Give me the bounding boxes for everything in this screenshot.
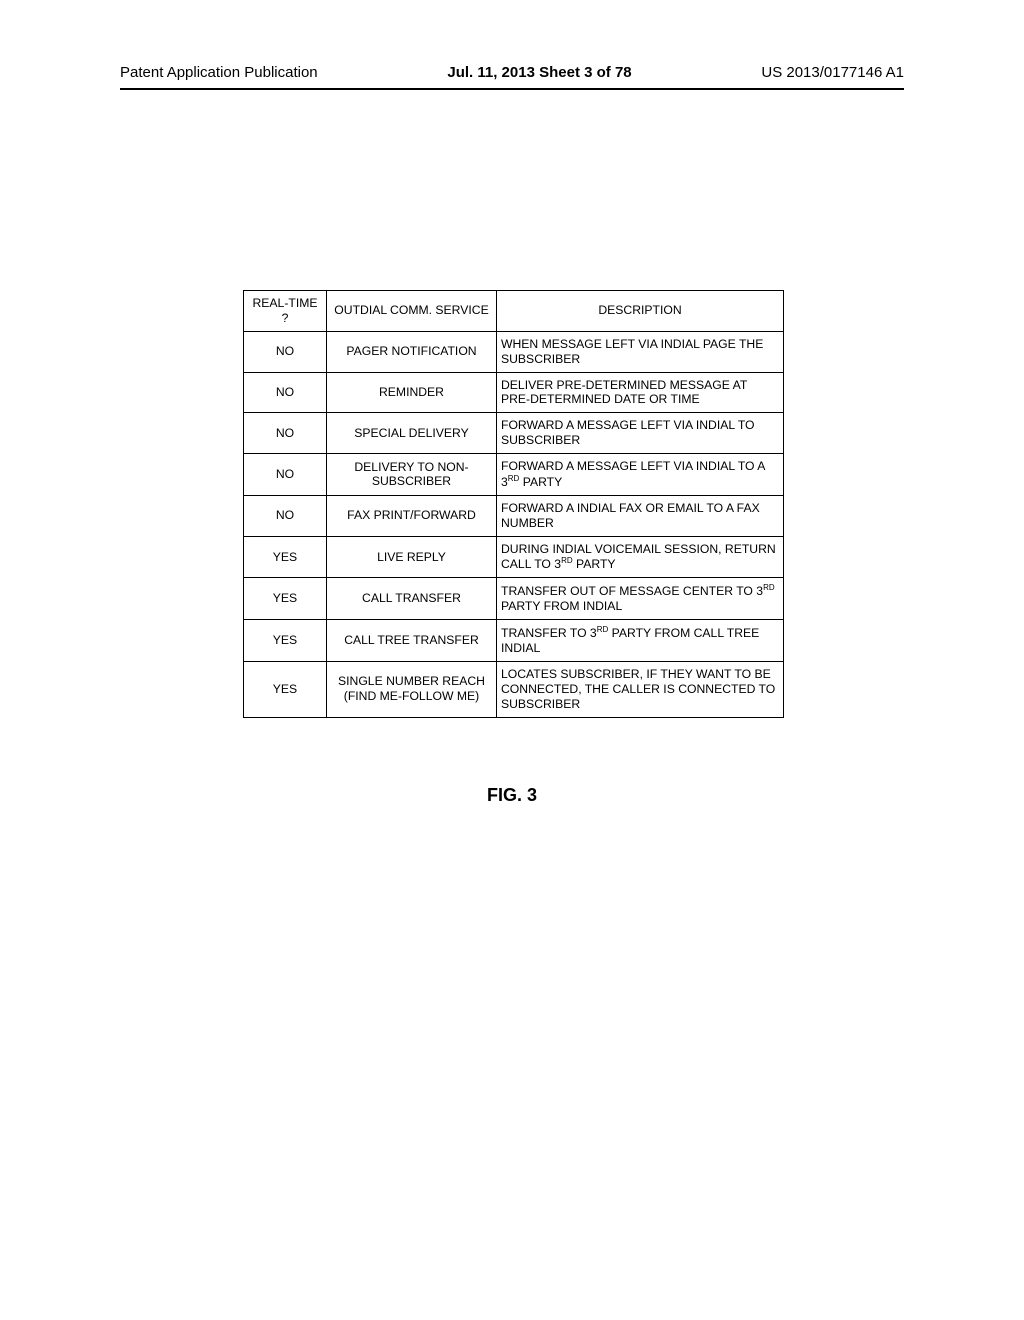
table-row: YESLIVE REPLYDURING INDIAL VOICEMAIL SES… xyxy=(244,536,784,578)
cell-description: FORWARD A MESSAGE LEFT VIA INDIAL TO A 3… xyxy=(497,454,784,496)
table-row: YESCALL TREE TRANSFERTRANSFER TO 3RD PAR… xyxy=(244,620,784,662)
table-row: NOREMINDERDELIVER PRE-DETERMINED MESSAGE… xyxy=(244,372,784,413)
col-header-realtime: REAL-TIME ? xyxy=(244,291,327,332)
cell-description: TRANSFER OUT OF MESSAGE CENTER TO 3RD PA… xyxy=(497,578,784,620)
header-left: Patent Application Publication xyxy=(120,64,318,81)
cell-realtime: NO xyxy=(244,454,327,496)
cell-realtime: NO xyxy=(244,495,327,536)
cell-service: DELIVERY TO NON-SUBSCRIBER xyxy=(327,454,497,496)
table-row: YESSINGLE NUMBER REACH (FIND ME-FOLLOW M… xyxy=(244,662,784,718)
cell-description: LOCATES SUBSCRIBER, IF THEY WANT TO BE C… xyxy=(497,662,784,718)
cell-realtime: YES xyxy=(244,536,327,578)
page: Patent Application Publication Jul. 11, … xyxy=(0,0,1024,1320)
cell-service: SINGLE NUMBER REACH (FIND ME-FOLLOW ME) xyxy=(327,662,497,718)
col-header-desc: DESCRIPTION xyxy=(497,291,784,332)
header-center: Jul. 11, 2013 Sheet 3 of 78 xyxy=(447,64,631,81)
cell-service: CALL TRANSFER xyxy=(327,578,497,620)
cell-realtime: NO xyxy=(244,372,327,413)
cell-service: FAX PRINT/FORWARD xyxy=(327,495,497,536)
services-table: REAL-TIME ? OUTDIAL COMM. SERVICE DESCRI… xyxy=(243,290,784,718)
cell-description: DURING INDIAL VOICEMAIL SESSION, RETURN … xyxy=(497,536,784,578)
page-header: Patent Application Publication Jul. 11, … xyxy=(120,64,904,81)
cell-service: SPECIAL DELIVERY xyxy=(327,413,497,454)
cell-realtime: NO xyxy=(244,413,327,454)
table-row: NOPAGER NOTIFICATIONWHEN MESSAGE LEFT VI… xyxy=(244,331,784,372)
table-row: NODELIVERY TO NON-SUBSCRIBERFORWARD A ME… xyxy=(244,454,784,496)
table-body: NOPAGER NOTIFICATIONWHEN MESSAGE LEFT VI… xyxy=(244,331,784,717)
cell-description: WHEN MESSAGE LEFT VIA INDIAL PAGE THE SU… xyxy=(497,331,784,372)
cell-service: CALL TREE TRANSFER xyxy=(327,620,497,662)
cell-description: TRANSFER TO 3RD PARTY FROM CALL TREE IND… xyxy=(497,620,784,662)
cell-service: LIVE REPLY xyxy=(327,536,497,578)
cell-realtime: NO xyxy=(244,331,327,372)
table-row: YESCALL TRANSFERTRANSFER OUT OF MESSAGE … xyxy=(244,578,784,620)
header-rule xyxy=(120,88,904,90)
cell-service: PAGER NOTIFICATION xyxy=(327,331,497,372)
cell-description: FORWARD A MESSAGE LEFT VIA INDIAL TO SUB… xyxy=(497,413,784,454)
header-right: US 2013/0177146 A1 xyxy=(761,64,904,81)
cell-realtime: YES xyxy=(244,662,327,718)
cell-realtime: YES xyxy=(244,578,327,620)
cell-description: FORWARD A INDIAL FAX OR EMAIL TO A FAX N… xyxy=(497,495,784,536)
cell-description: DELIVER PRE-DETERMINED MESSAGE AT PRE-DE… xyxy=(497,372,784,413)
cell-realtime: YES xyxy=(244,620,327,662)
figure-label: FIG. 3 xyxy=(487,785,537,806)
cell-service: REMINDER xyxy=(327,372,497,413)
col-header-service: OUTDIAL COMM. SERVICE xyxy=(327,291,497,332)
figure-sheet: REAL-TIME ? OUTDIAL COMM. SERVICE DESCRI… xyxy=(243,290,783,718)
table-header-row: REAL-TIME ? OUTDIAL COMM. SERVICE DESCRI… xyxy=(244,291,784,332)
table-row: NOSPECIAL DELIVERYFORWARD A MESSAGE LEFT… xyxy=(244,413,784,454)
table-row: NOFAX PRINT/FORWARDFORWARD A INDIAL FAX … xyxy=(244,495,784,536)
